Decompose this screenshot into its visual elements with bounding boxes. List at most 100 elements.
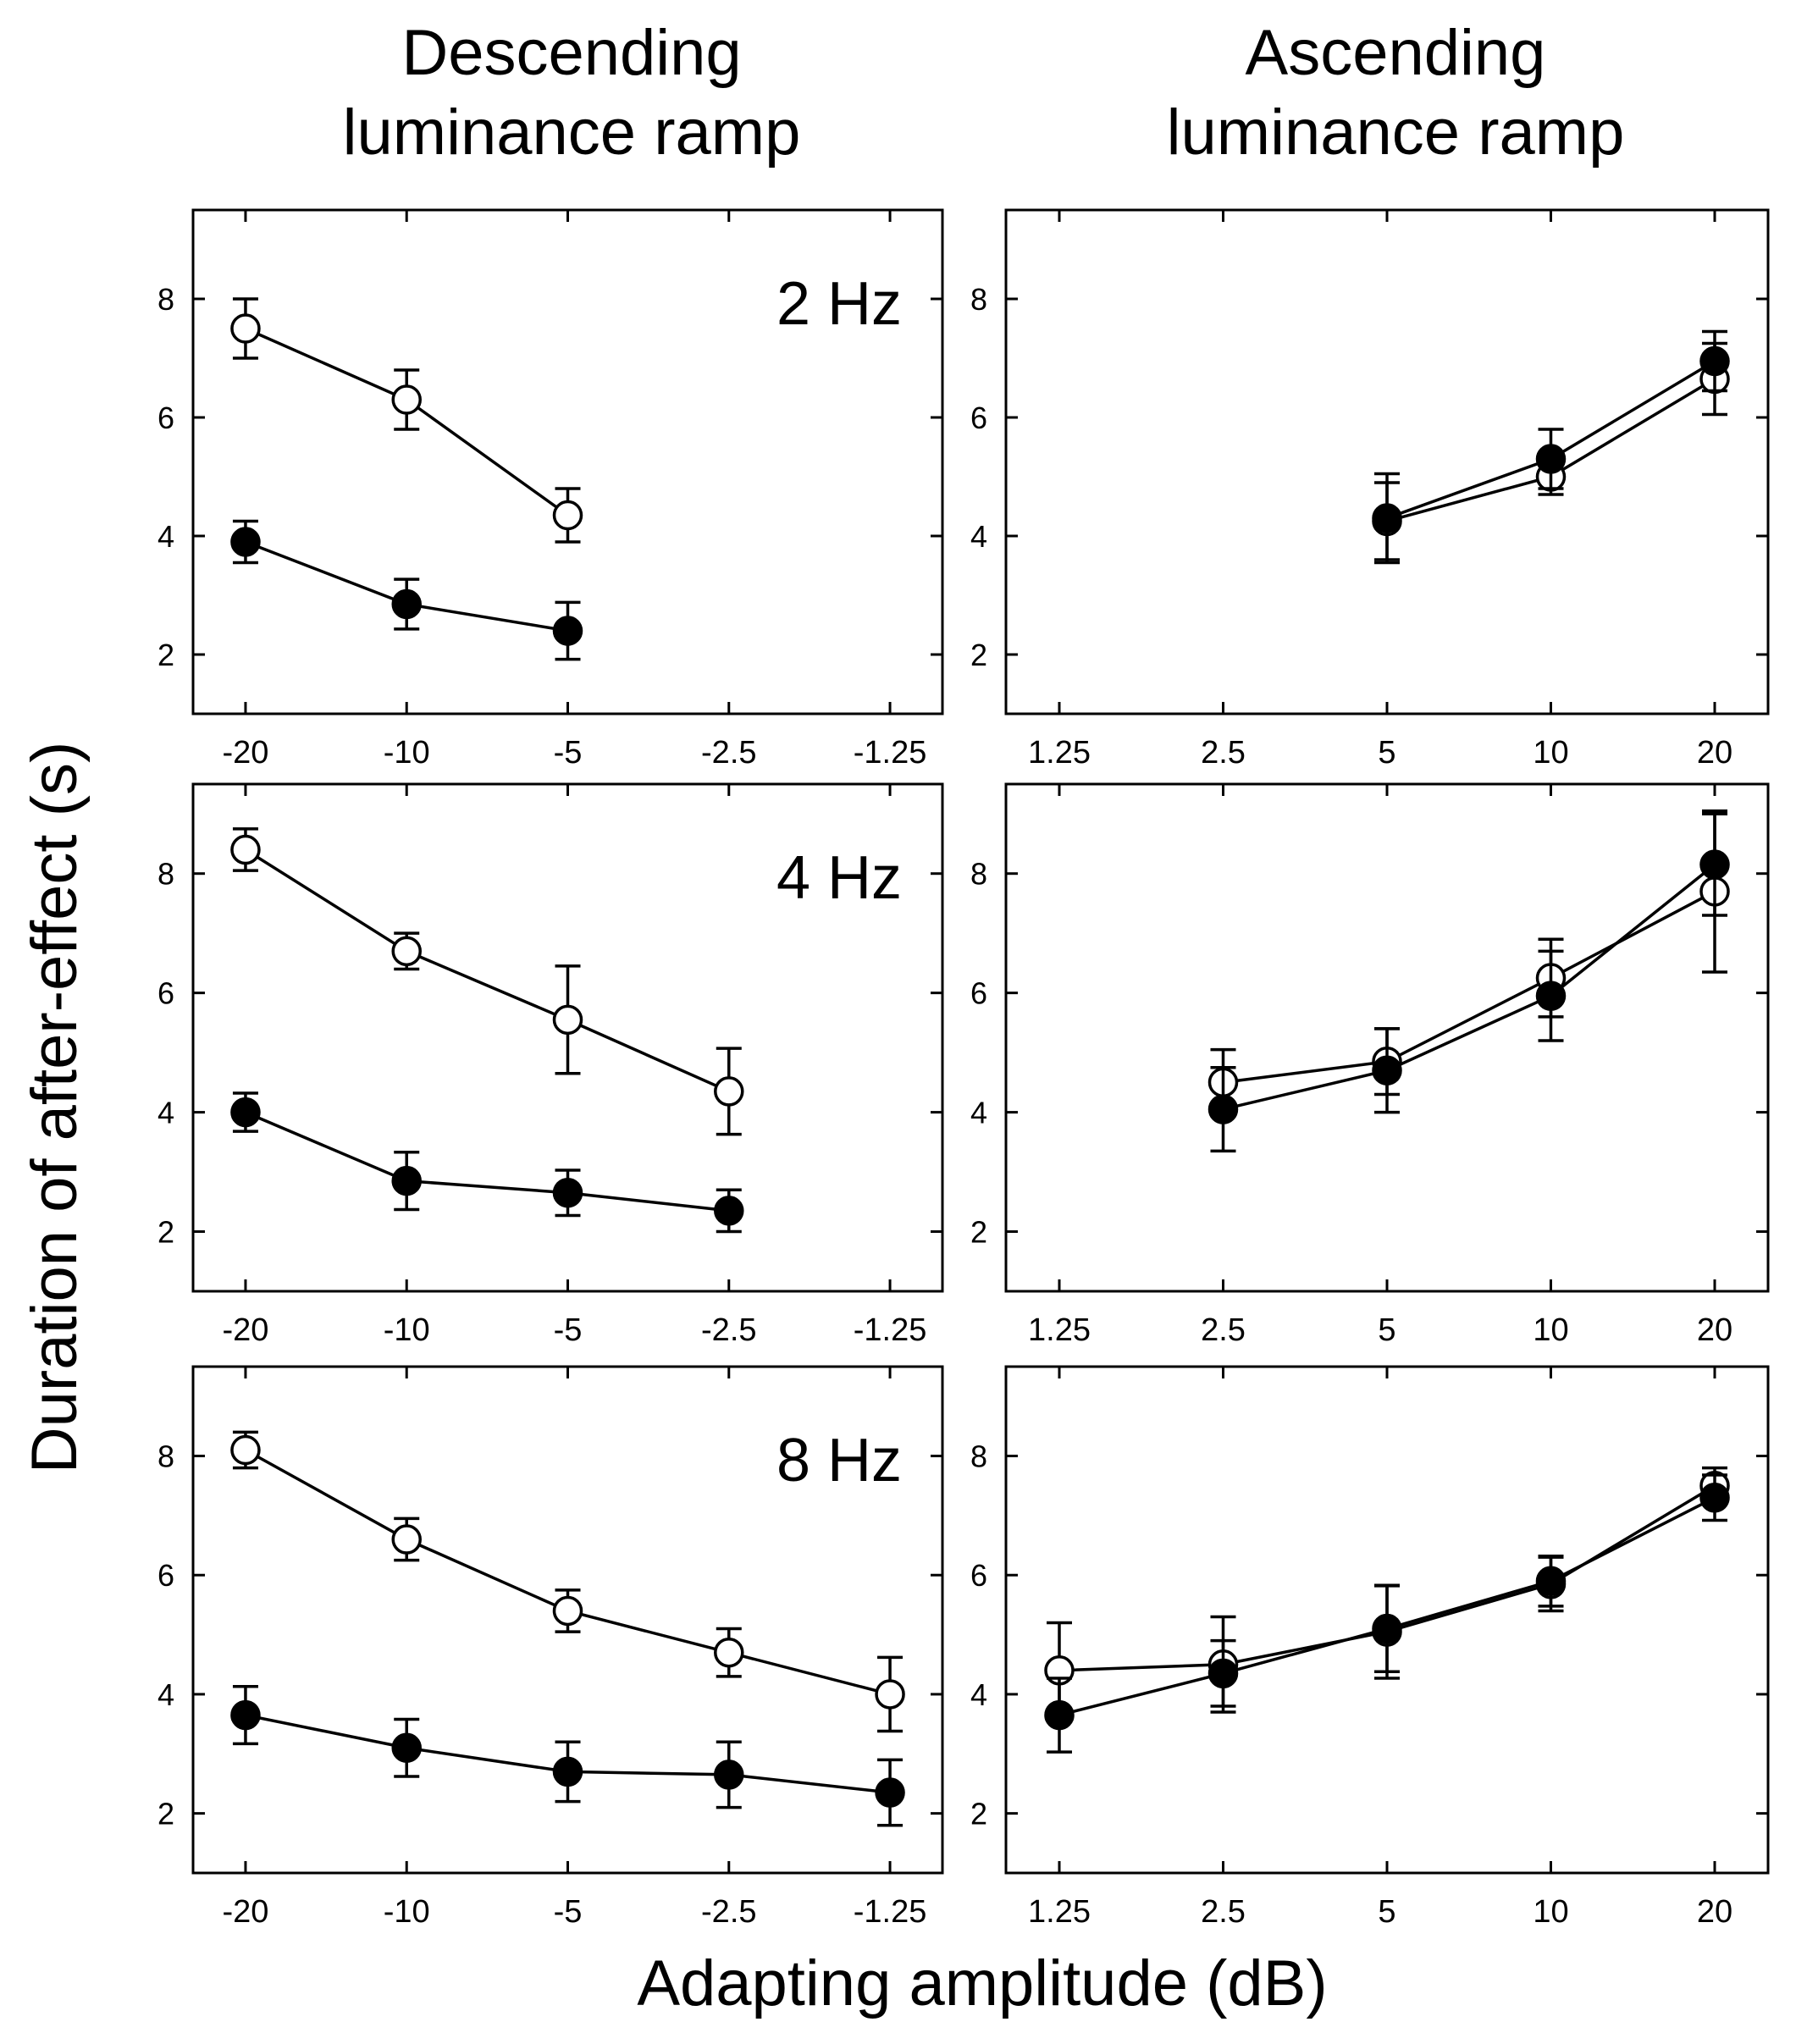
- data-point-open: [230, 313, 261, 344]
- x-tick-label: 10: [1533, 735, 1568, 771]
- data-point-open: [230, 1434, 261, 1466]
- series-filled: [1044, 1473, 1730, 1754]
- data-point-filled: [1535, 981, 1567, 1011]
- x-tick-label: -1.25: [854, 1312, 927, 1348]
- data-point-filled: [552, 1756, 583, 1787]
- data-point-filled: [1699, 345, 1730, 377]
- x-tick-label: -5: [554, 1312, 583, 1348]
- x-tick-label: -10: [384, 1312, 430, 1348]
- y-tick-label: 6: [157, 1558, 174, 1593]
- x-tick-label: 20: [1697, 1894, 1732, 1930]
- column-title-left-line1: Descending: [401, 17, 741, 89]
- data-point-open: [391, 1524, 422, 1555]
- data-point-filled: [1699, 849, 1730, 880]
- series-filled: [230, 1091, 744, 1234]
- data-point-open: [391, 936, 422, 967]
- column-title-left-line2: luminance ramp: [343, 97, 801, 168]
- data-point-filled: [1372, 1055, 1402, 1086]
- data-point-filled: [552, 1177, 583, 1208]
- data-point-filled: [1044, 1699, 1075, 1731]
- series-line: [245, 1110, 729, 1213]
- x-tick-label: 2.5: [1201, 1312, 1246, 1348]
- data-point-filled: [1372, 503, 1402, 533]
- x-tick-label: -5: [554, 735, 583, 771]
- x-tick-label: -2.5: [701, 1894, 756, 1930]
- series-open: [230, 827, 744, 1136]
- x-tick-label: 10: [1533, 1312, 1568, 1348]
- column-title-right-line2: luminance ramp: [1167, 97, 1625, 168]
- y-tick-label: 6: [157, 976, 174, 1011]
- y-tick-label: 6: [157, 401, 174, 435]
- y-tick-label: 4: [970, 519, 987, 554]
- x-tick-label: -20: [222, 1894, 268, 1930]
- x-tick-label: 2.5: [1201, 1894, 1246, 1930]
- y-tick-label: 2: [970, 1797, 987, 1831]
- series-line: [1223, 890, 1716, 1085]
- data-point-filled: [1699, 1483, 1730, 1513]
- y-tick-label: 8: [970, 1439, 987, 1474]
- data-point-filled: [1207, 1094, 1239, 1124]
- data-point-open: [230, 834, 261, 865]
- data-point-open: [552, 500, 583, 531]
- panel-asc-2hz: 2 4 6 8 1.25 2.5 5 10 20: [970, 208, 1770, 771]
- y-tick-label: 8: [157, 282, 174, 317]
- x-tick-label: 5: [1378, 1312, 1395, 1348]
- data-point-filled: [714, 1759, 744, 1790]
- series-line: [1223, 863, 1716, 1111]
- y-tick-label: 2: [970, 1215, 987, 1250]
- x-tick-label: 20: [1697, 735, 1732, 771]
- data-point-filled: [391, 588, 422, 620]
- data-point-filled: [391, 1732, 422, 1764]
- panel-asc-4hz: 2 4 6 8 1.25 2.5 5 10 20: [970, 782, 1770, 1348]
- data-point-open: [714, 1637, 744, 1668]
- data-point-filled: [552, 616, 583, 646]
- plot-frame: [1004, 208, 1770, 715]
- data-point-filled: [1372, 1613, 1402, 1644]
- data-point-filled: [714, 1196, 744, 1226]
- x-tick-label: 1.25: [1028, 1312, 1091, 1348]
- series-open: [230, 1430, 905, 1733]
- y-tick-label: 4: [970, 1677, 987, 1712]
- x-tick-label: 1.25: [1028, 1894, 1091, 1930]
- panels: 2 4 6 8 -20 -10 -5 -2.5 -1.25 2 Hz 2 4 6 8 1.25 2.5 5 10 2…: [157, 208, 1770, 1930]
- data-point-filled: [230, 1699, 261, 1731]
- x-tick-label: 5: [1378, 1894, 1395, 1930]
- y-tick-label: 2: [157, 1797, 174, 1831]
- y-tick-label: 4: [157, 1096, 174, 1130]
- series-filled: [230, 519, 583, 661]
- panel-desc-8hz: 2 4 6 8 -20 -10 -5 -2.5 -1.25 8 Hz: [157, 1365, 944, 1930]
- x-tick-label: -5: [554, 1894, 583, 1930]
- data-point-filled: [230, 1097, 261, 1128]
- panel-title: 8 Hz: [776, 1427, 902, 1494]
- data-point-filled: [391, 1165, 422, 1196]
- y-tick-label: 8: [970, 282, 987, 317]
- data-point-open: [552, 1004, 583, 1036]
- y-tick-label: 8: [157, 857, 174, 892]
- y-tick-label: 4: [970, 1096, 987, 1130]
- x-tick-label: 5: [1378, 735, 1395, 771]
- x-axis-label: Adapting amplitude (dB): [637, 1947, 1327, 2019]
- x-tick-label: -1.25: [854, 1894, 927, 1930]
- x-tick-label: -20: [222, 735, 268, 771]
- y-tick-label: 4: [157, 519, 174, 554]
- series-open: [1207, 809, 1730, 1117]
- data-point-filled: [1535, 444, 1567, 474]
- panel-desc-2hz: 2 4 6 8 -20 -10 -5 -2.5 -1.25 2 Hz: [157, 208, 944, 771]
- x-tick-label: -2.5: [701, 735, 756, 771]
- data-point-filled: [1535, 1566, 1567, 1597]
- panel-title: 2 Hz: [776, 270, 902, 338]
- series-open: [230, 297, 583, 544]
- y-tick-label: 8: [970, 857, 987, 892]
- y-tick-label: 6: [970, 1558, 987, 1593]
- data-point-open: [391, 384, 422, 415]
- y-tick-label: 2: [157, 1215, 174, 1250]
- data-point-open: [552, 1595, 583, 1627]
- x-tick-label: -20: [222, 1312, 268, 1348]
- y-tick-label: 6: [970, 401, 987, 435]
- x-tick-label: 2.5: [1201, 735, 1246, 771]
- x-tick-label: 10: [1533, 1894, 1568, 1930]
- x-tick-label: 1.25: [1028, 735, 1091, 771]
- y-tick-label: 8: [157, 1439, 174, 1474]
- panel-title: 4 Hz: [776, 844, 902, 912]
